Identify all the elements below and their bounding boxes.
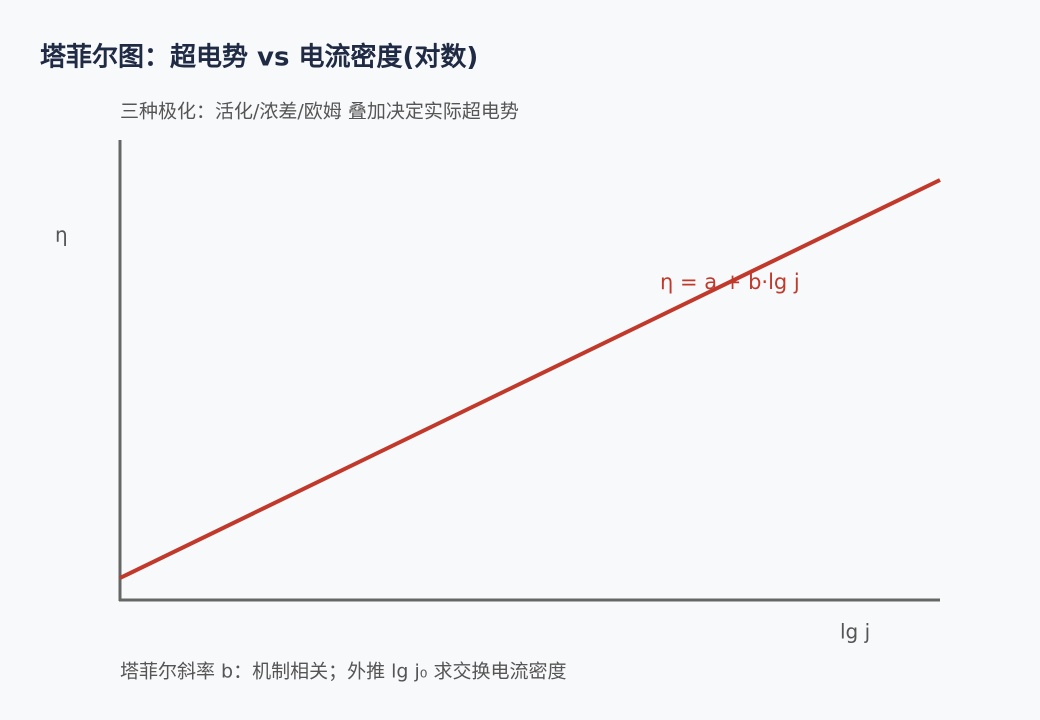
x-axis-label: lg j — [840, 620, 870, 644]
tafel-line — [119, 178, 941, 580]
subtitle: 三种极化：活化/浓差/欧姆 叠加决定实际超电势 — [120, 101, 519, 123]
y-axis-label: η — [55, 223, 68, 247]
footnote: 塔菲尔斜率 b：机制相关；外推 lg j₀ 求交换电流密度 — [120, 661, 566, 683]
title: 塔菲尔图：超电势 vs 电流密度(对数) — [40, 42, 478, 73]
equation: η = a + b·lg j — [660, 270, 800, 294]
